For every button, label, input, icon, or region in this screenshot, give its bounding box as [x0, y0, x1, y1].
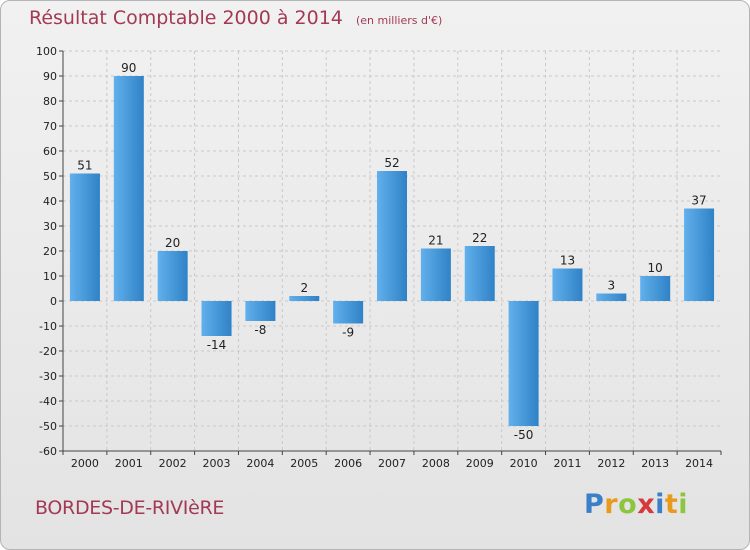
bar-2008	[420, 248, 451, 301]
x-tick-label: 2000	[71, 457, 99, 470]
bar-2002	[157, 251, 188, 301]
y-tick-label: 60	[43, 145, 57, 158]
data-label: 90	[121, 61, 136, 75]
bar-2013	[640, 276, 671, 301]
axis-layer	[59, 50, 722, 455]
y-tick-label: 10	[43, 270, 57, 283]
x-tick-label: 2009	[466, 457, 494, 470]
x-tick-label: 2001	[115, 457, 143, 470]
commune-name: BORDES-DE-RIVIèRE	[35, 497, 225, 519]
x-tick-label: 2008	[422, 457, 450, 470]
y-tick-label: 50	[43, 170, 57, 183]
data-label: -14	[207, 338, 227, 352]
x-tick-label: 2011	[553, 457, 581, 470]
chart-title: Résultat Comptable 2000 à 2014	[29, 7, 343, 29]
y-tick-label: -50	[39, 420, 57, 433]
logo-letter: i	[655, 489, 665, 520]
x-tick-label: 2013	[641, 457, 669, 470]
y-tick-label: -20	[39, 345, 57, 358]
x-tick-label: 2010	[510, 457, 538, 470]
bar-2005	[289, 296, 320, 301]
y-tick-label: 30	[43, 220, 57, 233]
title-row: Résultat Comptable 2000 à 2014 (en milli…	[29, 7, 442, 29]
x-tick-label: 2014	[685, 457, 713, 470]
bar-2000	[69, 173, 100, 301]
x-tick-label: 2006	[334, 457, 362, 470]
x-tick-label: 2004	[246, 457, 274, 470]
x-tick-label: 2003	[203, 457, 231, 470]
y-tick-label: 40	[43, 195, 57, 208]
bar-2004	[245, 301, 276, 321]
bar-2003	[201, 301, 232, 336]
logo-letter: i	[678, 489, 689, 520]
bar-2012	[596, 293, 627, 301]
logo-letter: t	[664, 489, 679, 520]
y-tick-label: 70	[43, 120, 57, 133]
label-layer: -60 -50 -40 -30 -20 -10 0 10 20 30 40 50 60 70 80 90 100…	[36, 45, 713, 470]
data-label: 51	[77, 159, 92, 173]
logo-letter: x	[637, 489, 656, 520]
data-label: 10	[648, 261, 663, 275]
bar-2007	[377, 171, 407, 301]
y-tick-label: -10	[39, 320, 57, 333]
y-tick-label: -60	[39, 445, 57, 458]
logo-letter: r	[604, 489, 619, 520]
y-tick-label: -30	[39, 370, 57, 383]
data-label: 3	[608, 279, 616, 293]
y-tick-label: 90	[43, 70, 57, 83]
bar-2014	[684, 208, 715, 301]
data-label: 20	[165, 236, 180, 250]
y-tick-label: 20	[43, 245, 57, 258]
y-tick-label: 80	[43, 95, 57, 108]
logo-letter: P	[584, 489, 605, 520]
y-tick-label: -40	[39, 395, 57, 408]
bar-2011	[552, 268, 583, 301]
data-label: 2	[300, 281, 308, 295]
x-tick-label: 2002	[159, 457, 187, 470]
y-tick-label: 100	[36, 45, 57, 58]
grid-layer	[63, 50, 721, 452]
proxiti-logo: Proxiti	[584, 489, 688, 520]
bar-2009	[464, 246, 495, 301]
data-label: -9	[342, 326, 354, 340]
bar-2006	[333, 301, 364, 324]
data-label: 13	[560, 254, 575, 268]
x-tick-label: 2005	[290, 457, 318, 470]
data-label: -50	[514, 428, 534, 442]
y-tick-label: 0	[50, 295, 57, 308]
data-label: -8	[254, 323, 266, 337]
bar-layer	[69, 76, 715, 426]
x-tick-label: 2012	[597, 457, 625, 470]
data-label: 22	[472, 231, 487, 245]
logo-letter: o	[618, 489, 638, 520]
bar-2001	[113, 76, 144, 301]
x-tick-label: 2007	[378, 457, 406, 470]
data-label: 37	[691, 194, 706, 208]
bar-2010	[508, 301, 539, 426]
data-label: 52	[384, 156, 399, 170]
data-label: 21	[428, 234, 443, 248]
chart-subtitle: (en milliers d'€)	[355, 14, 443, 27]
